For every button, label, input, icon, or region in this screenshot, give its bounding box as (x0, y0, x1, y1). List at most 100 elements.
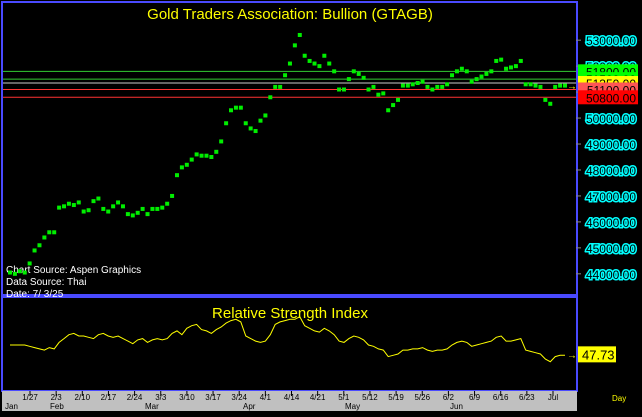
price-point (91, 199, 96, 204)
x-week-label: 3/10 (179, 393, 195, 402)
x-week-label: 2/10 (75, 393, 91, 402)
price-point (52, 230, 57, 235)
price-point (543, 97, 548, 102)
price-point (538, 84, 543, 89)
x-month-label: Day (612, 394, 626, 403)
price-point (57, 205, 62, 210)
price-point (292, 43, 297, 48)
level-lines (3, 70, 576, 98)
time-axis: 1/27 2/3 2/10 2/17 2/24 3/3 3/10 3/17 3/24 4/1 4/1… (5, 391, 626, 411)
price-point (312, 61, 317, 66)
price-point (214, 149, 219, 154)
price-point (120, 204, 125, 209)
x-week-label: 3/3 (155, 393, 167, 402)
price-point (351, 69, 356, 74)
price-point (253, 129, 258, 134)
x-week-label: 4/1 (260, 393, 272, 402)
y-tick-label: 49000.00 (586, 138, 636, 152)
price-point (484, 71, 489, 76)
price-point (219, 139, 224, 144)
price-point (494, 58, 499, 63)
y-tick-label: 47000.00 (586, 190, 636, 204)
price-point (396, 97, 401, 102)
price-point (297, 32, 302, 37)
price-point (233, 105, 238, 110)
x-week-label: 5/26 (414, 393, 430, 402)
price-point (76, 200, 81, 205)
price-point (258, 118, 263, 123)
y-tick-label: 53000.00 (586, 34, 636, 48)
price-point (287, 61, 292, 66)
price-point (518, 58, 523, 63)
price-point (150, 206, 155, 211)
price-point (12, 271, 17, 276)
price-point (111, 204, 116, 209)
x-week-label: 5/1 (338, 393, 350, 402)
price-point (317, 64, 322, 69)
price-point (27, 261, 32, 266)
price-point (224, 121, 229, 126)
last-price-arrow: → (567, 82, 577, 93)
price-point (174, 173, 179, 178)
x-month-label: Jun (450, 402, 463, 411)
y-tick-label: 48000.00 (586, 164, 636, 178)
price-point (454, 69, 459, 74)
price-point (194, 152, 199, 157)
y-tick-label: 44000.00 (586, 268, 636, 282)
price-point (8, 270, 12, 275)
price-point (366, 87, 371, 92)
price-point (302, 53, 307, 58)
price-point (553, 84, 558, 89)
price-point (32, 248, 37, 253)
chart-source-text: Chart Source: Aspen Graphics (6, 265, 141, 276)
price-point (170, 193, 175, 198)
price-point (22, 270, 27, 275)
x-week-label: 4/14 (284, 393, 300, 402)
price-point (268, 95, 273, 100)
x-week-label: Jul (548, 393, 558, 402)
price-point (489, 69, 494, 74)
x-month-label: Mar (145, 402, 159, 411)
x-week-label: 4/21 (310, 393, 326, 402)
x-week-label: 2/3 (51, 393, 63, 402)
price-point (204, 153, 209, 158)
price-point (322, 53, 327, 58)
price-point (469, 79, 474, 84)
price-point (356, 71, 361, 76)
y-tick-label: 50000.00 (586, 112, 636, 126)
price-point (376, 92, 381, 97)
x-month-label: Jan (5, 402, 18, 411)
y-tick-label: 46000.00 (586, 216, 636, 230)
price-point (86, 208, 91, 213)
price-point (155, 206, 160, 211)
price-point (71, 203, 76, 208)
price-point (430, 87, 435, 92)
price-point (459, 66, 464, 71)
price-point (415, 81, 420, 86)
price-point (346, 77, 351, 82)
price-point (548, 101, 553, 106)
price-point (332, 69, 337, 74)
price-point (381, 91, 386, 96)
price-point (17, 269, 22, 274)
rsi-chart-title: Relative Strength Index (212, 305, 368, 322)
price-point (66, 201, 71, 206)
y-tick-label: 45000.00 (586, 242, 636, 256)
price-point (464, 69, 469, 74)
x-month-label: Feb (50, 402, 64, 411)
price-point (130, 213, 135, 218)
price-point (116, 200, 121, 205)
price-point (528, 82, 533, 87)
price-point (440, 84, 445, 89)
price-point (62, 204, 67, 209)
price-point (42, 235, 47, 240)
price-point (179, 165, 184, 170)
x-week-label: 6/16 (493, 393, 509, 402)
price-point (400, 83, 405, 88)
price-point (106, 209, 111, 214)
price-point (410, 82, 415, 87)
level-label-box (578, 90, 638, 105)
price-point (135, 210, 140, 215)
price-point (499, 57, 504, 62)
